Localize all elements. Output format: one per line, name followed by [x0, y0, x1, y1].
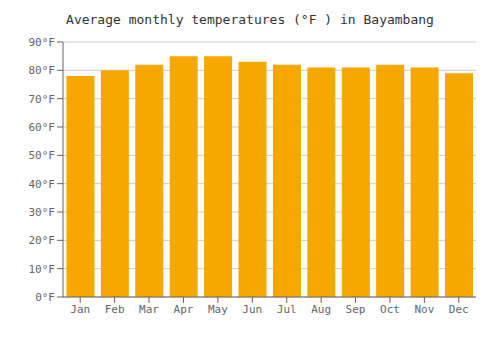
svg-text:Feb: Feb — [105, 303, 125, 316]
svg-text:Dec: Dec — [449, 303, 469, 316]
svg-text:40°F: 40°F — [29, 178, 56, 191]
svg-text:10°F: 10°F — [29, 263, 56, 276]
svg-text:Jan: Jan — [70, 303, 90, 316]
svg-text:Jul: Jul — [277, 303, 297, 316]
svg-text:90°F: 90°F — [29, 36, 56, 49]
svg-text:Nov: Nov — [414, 303, 434, 316]
svg-text:0°F: 0°F — [35, 291, 55, 304]
html-text:Average monthly temperatures (: Average monthly temperatures (°F ) in Ba… — [66, 12, 434, 27]
svg-text:50°F: 50°F — [29, 149, 56, 162]
svg-text:Jun: Jun — [242, 303, 262, 316]
svg-text:60°F: 60°F — [29, 121, 56, 134]
svg-text:Oct: Oct — [380, 303, 400, 316]
svg-text:Apr: Apr — [174, 303, 194, 316]
svg-text:Mar: Mar — [139, 303, 159, 316]
svg-text:30°F: 30°F — [29, 206, 56, 219]
svg-text:Sep: Sep — [346, 303, 366, 316]
svg-text:May: May — [208, 303, 228, 316]
svg-text:Aug: Aug — [311, 303, 331, 316]
svg-text:80°F: 80°F — [29, 64, 56, 77]
svg-text:70°F: 70°F — [29, 93, 56, 106]
svg-text:20°F: 20°F — [29, 234, 56, 247]
